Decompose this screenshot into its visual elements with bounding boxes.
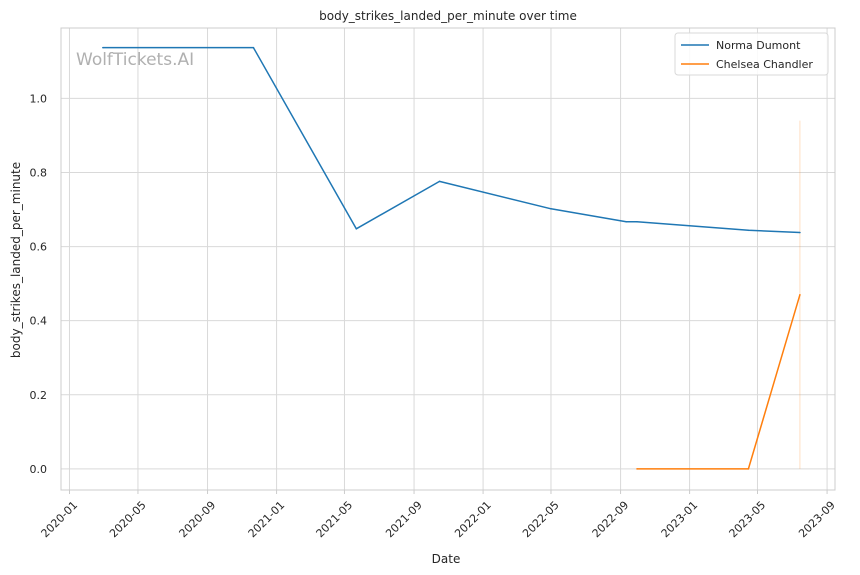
x-tick-label: 2021-01 xyxy=(246,499,288,541)
y-tick-label: 0.8 xyxy=(30,166,48,179)
y-tick-label: 0.4 xyxy=(30,315,48,328)
data-point-norma-dumont xyxy=(550,207,552,210)
watermark: WolfTickets.AI xyxy=(76,50,194,70)
legend: Norma Dumont Chelsea Chandler xyxy=(674,32,829,76)
legend-label-norma-dumont: Norma Dumont xyxy=(716,39,801,52)
data-point-norma-dumont xyxy=(252,46,255,49)
data-point-norma-dumont xyxy=(625,220,628,223)
data-point-norma-dumont xyxy=(799,231,801,234)
y-tick-label: 1.0 xyxy=(30,92,48,105)
series-lines xyxy=(102,46,801,470)
x-tick-label: 2020-09 xyxy=(177,499,219,541)
data-point-norma-dumont xyxy=(102,46,104,49)
plot-background xyxy=(61,28,835,490)
x-tick-labels: 2020-01 2020-05 2020-09 2021-01 2021-05 2021-… xyxy=(39,499,838,541)
x-tick-label: 2022-09 xyxy=(590,499,632,541)
y-tick-label: 0.6 xyxy=(30,241,48,254)
x-tick-label: 2020-05 xyxy=(107,499,149,541)
data-point-norma-dumont xyxy=(636,220,638,223)
x-tick-label: 2023-01 xyxy=(659,499,701,541)
y-tick-label: 0.0 xyxy=(30,463,48,476)
x-tick-label: 2022-05 xyxy=(520,499,562,541)
legend-box xyxy=(674,32,829,76)
x-tick-label: 2023-05 xyxy=(727,499,769,541)
y-tick-label: 0.2 xyxy=(30,389,48,402)
data-point-norma-dumont xyxy=(438,180,441,183)
legend-label-chelsea-chandler: Chelsea Chandler xyxy=(716,58,813,71)
data-point-norma-dumont xyxy=(747,229,750,232)
x-tick-label: 2020-01 xyxy=(39,499,81,541)
x-tick-label: 2021-09 xyxy=(383,499,425,541)
data-point-chelsea-chandler xyxy=(636,468,638,470)
chart-title: body_strikes_landed_per_minute over time xyxy=(319,9,577,23)
plot-frame xyxy=(60,27,836,491)
data-point-chelsea-chandler xyxy=(747,468,750,470)
data-point-chelsea-chandler xyxy=(799,293,801,296)
x-axis-label: Date xyxy=(432,552,461,566)
data-point-norma-dumont xyxy=(355,228,358,230)
x-tick-label: 2023-09 xyxy=(796,499,838,541)
x-tick-label: 2021-05 xyxy=(314,499,356,541)
x-tick-label: 2022-01 xyxy=(452,499,494,541)
y-tick-labels: 0.0 0.2 0.4 0.6 0.8 1.0 xyxy=(30,92,48,475)
y-axis-label: body_strikes_landed_per_minute xyxy=(9,162,23,358)
grid xyxy=(61,28,835,494)
